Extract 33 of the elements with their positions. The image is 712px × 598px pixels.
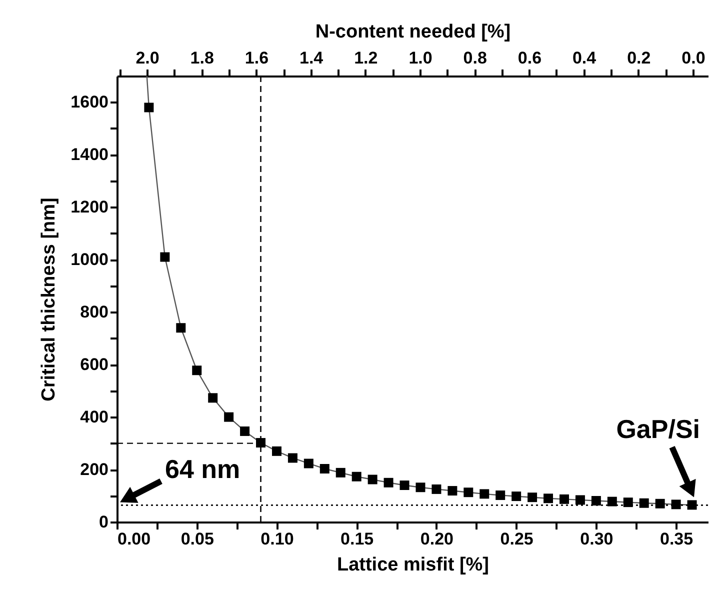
x2-tick-label: 0.6 — [518, 48, 542, 68]
x-tick-label: 0.15 — [340, 530, 374, 548]
y-tick-label: 1200 — [70, 198, 108, 217]
x2-tick-label: 1.4 — [299, 48, 324, 68]
y-tick-label: 0 — [99, 512, 108, 532]
x2-tick-label: 2.0 — [136, 48, 160, 68]
x2-tick-label: 1.8 — [190, 48, 214, 68]
y-tick-label: 400 — [80, 408, 108, 427]
y-axis-title: Critical thickness [nm] — [38, 198, 60, 402]
x2-tick-label: 1.6 — [244, 48, 269, 68]
x-tick-label: 0.35 — [660, 530, 694, 548]
x2-tick-label: 0.2 — [627, 48, 651, 68]
x-tick-label: 0.05 — [180, 530, 214, 548]
x-tick-label: 0.25 — [500, 530, 534, 548]
y-tick-label: 1600 — [70, 92, 108, 112]
x2-tick-label: 0.4 — [572, 48, 597, 68]
y-tick-label: 600 — [80, 355, 108, 374]
x2-axis-title: N-content needed [%] — [315, 22, 511, 42]
x2-tick-label: 1.2 — [354, 48, 378, 68]
annotation: 64 nm — [165, 454, 240, 484]
x2-tick-label: 1.0 — [408, 48, 432, 68]
x2-tick-label: 0.8 — [463, 48, 487, 68]
y-tick-label: 1400 — [70, 145, 108, 164]
x-tick-label: 0.10 — [260, 530, 294, 548]
y-tick-label: 200 — [80, 460, 108, 480]
annotation: GaP/Si — [616, 414, 700, 444]
x-tick-label: 0.00 — [118, 530, 151, 548]
x-axis-title: Lattice misfit [%] — [336, 554, 490, 576]
x-tick-label: 0.30 — [580, 530, 614, 548]
x-tick-label: 0.20 — [420, 530, 454, 548]
y-tick-label: 1000 — [70, 250, 108, 270]
y-tick-label: 800 — [80, 302, 108, 322]
x2-tick-label: 0.0 — [682, 48, 706, 68]
